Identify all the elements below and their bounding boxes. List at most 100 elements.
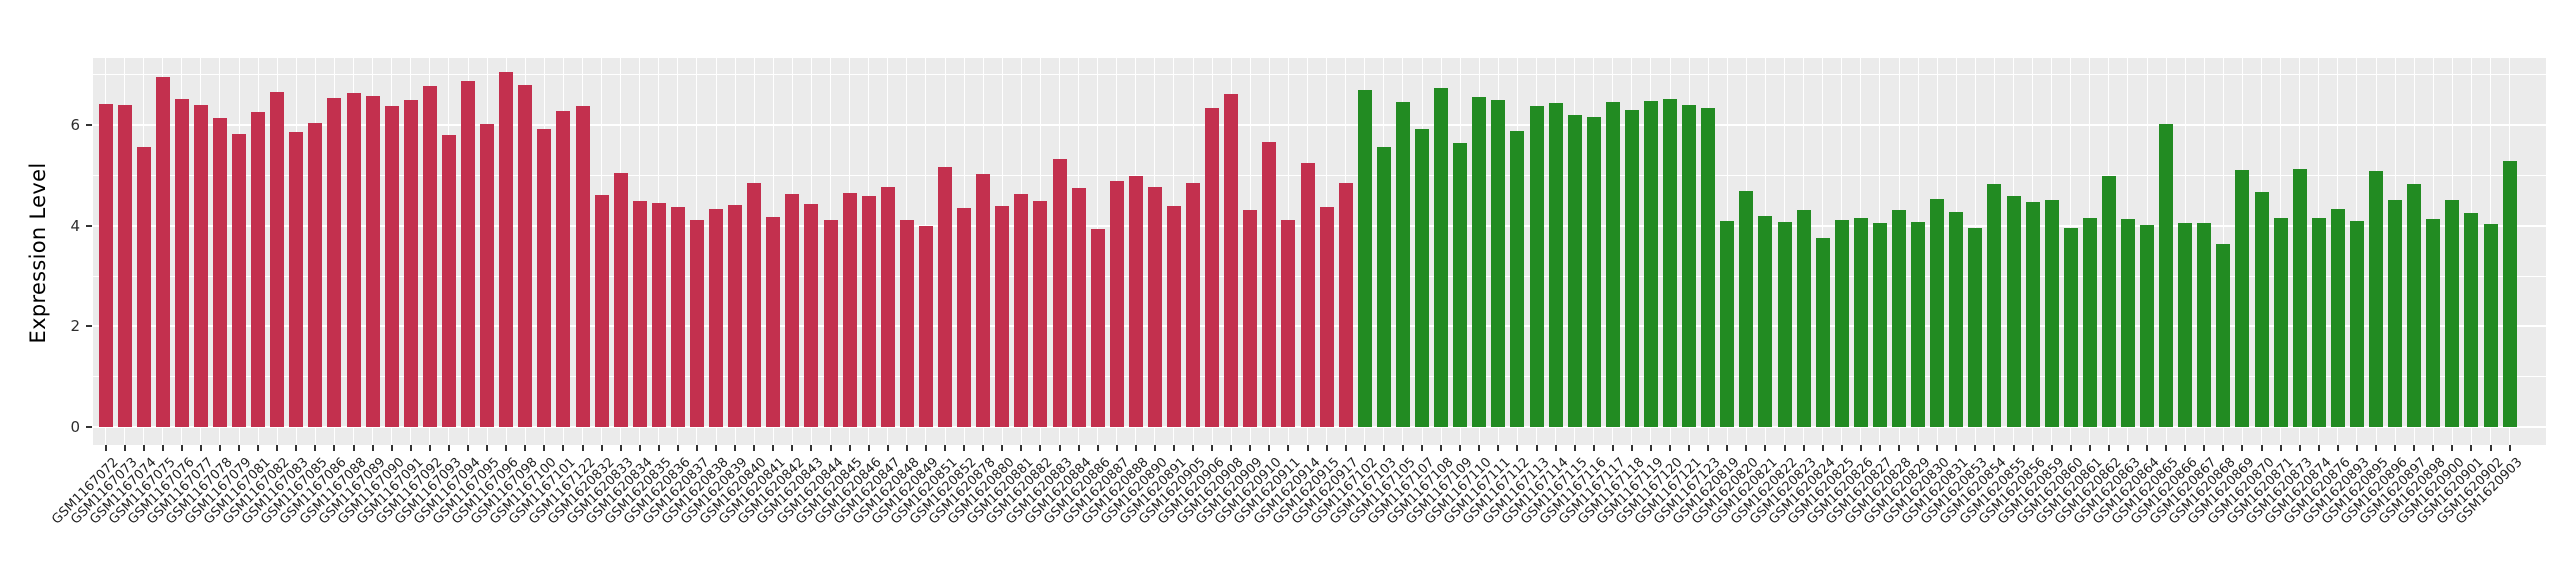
x-tick-mark — [2451, 445, 2454, 451]
x-tick-mark — [1192, 445, 1195, 451]
x-tick-mark — [2222, 445, 2225, 451]
bar-GSM1620855 — [2006, 196, 2021, 427]
bar-GSM1620834 — [632, 200, 647, 427]
x-tick-mark — [505, 445, 508, 451]
x-tick-mark — [2031, 445, 2034, 451]
x-tick-mark — [524, 445, 527, 451]
bar-GSM1620908 — [1224, 94, 1239, 427]
bar-GSM1620865 — [2159, 124, 2174, 427]
bar-GSM1620866 — [2178, 222, 2193, 427]
bar-GSM1620835 — [651, 202, 666, 427]
x-tick-mark — [600, 445, 603, 451]
bar-GSM1620854 — [1987, 184, 2002, 427]
x-tick-mark — [1230, 445, 1233, 451]
x-tick-mark — [1516, 445, 1519, 451]
bar-GSM1167081 — [251, 112, 266, 427]
x-tick-mark — [2260, 445, 2263, 451]
x-tick-mark — [2413, 445, 2416, 451]
x-tick-mark — [1878, 445, 1881, 451]
bar-GSM1620868 — [2216, 243, 2231, 427]
x-tick-mark — [562, 445, 565, 451]
bar-GSM1167112 — [1510, 131, 1525, 427]
x-tick-mark — [715, 445, 718, 451]
bar-GSM1620898 — [2426, 218, 2441, 427]
bar-GSM1167100 — [537, 128, 552, 427]
bar-GSM1167082 — [270, 91, 285, 427]
y-tick-mark — [86, 325, 92, 328]
x-tick-mark — [2146, 445, 2149, 451]
bar-GSM1620880 — [995, 205, 1010, 427]
bar-GSM1620848 — [899, 219, 914, 427]
x-tick-mark — [1020, 445, 1023, 451]
x-tick-mark — [1955, 445, 1958, 451]
x-tick-mark — [1344, 445, 1347, 451]
bar-GSM1620823 — [1796, 210, 1811, 427]
bar-GSM1620864 — [2140, 225, 2155, 427]
x-tick-mark — [2184, 445, 2187, 451]
bar-GSM1620914 — [1300, 163, 1315, 427]
bar-GSM1167101 — [556, 110, 571, 427]
x-tick-mark — [352, 445, 355, 451]
x-tick-mark — [2508, 445, 2511, 451]
x-tick-mark — [676, 445, 679, 451]
bar-GSM1620902 — [2483, 223, 2498, 427]
x-tick-mark — [657, 445, 660, 451]
x-tick-mark — [1306, 445, 1309, 451]
x-tick-mark — [333, 445, 336, 451]
x-tick-mark — [581, 445, 584, 451]
y-tick-label: 6 — [70, 116, 80, 135]
y-tick-label: 2 — [70, 317, 80, 336]
x-tick-mark — [829, 445, 832, 451]
x-tick-mark — [734, 445, 737, 451]
bar-GSM1620897 — [2407, 183, 2422, 427]
bar-GSM1620843 — [804, 203, 819, 427]
x-tick-mark — [1497, 445, 1500, 451]
y-tick-mark — [86, 124, 92, 127]
bar-GSM1167072 — [98, 104, 113, 427]
bar-GSM1620851 — [938, 166, 953, 427]
bar-GSM1167089 — [365, 95, 380, 427]
x-tick-mark — [447, 445, 450, 451]
x-tick-mark — [2298, 445, 2301, 451]
bar-GSM1167076 — [174, 98, 189, 427]
x-tick-mark — [1535, 445, 1538, 451]
x-tick-mark — [314, 445, 317, 451]
bar-GSM1620906 — [1205, 107, 1220, 427]
x-tick-mark — [1707, 445, 1710, 451]
x-tick-mark — [886, 445, 889, 451]
x-tick-mark — [1478, 445, 1481, 451]
bar-GSM1620839 — [728, 205, 743, 427]
bar-GSM1167096 — [499, 71, 514, 427]
bar-GSM1167074 — [136, 146, 151, 427]
bar-GSM1167095 — [480, 124, 495, 427]
x-tick-mark — [467, 445, 470, 451]
x-tick-mark — [276, 445, 279, 451]
bar-GSM1620903 — [2502, 161, 2517, 427]
x-tick-mark — [1134, 445, 1137, 451]
bar-GSM1167122 — [575, 106, 590, 427]
bar-GSM1620825 — [1834, 220, 1849, 427]
bar-GSM1620832 — [594, 195, 609, 427]
x-tick-mark — [123, 445, 126, 451]
bar-GSM1620836 — [670, 206, 685, 427]
bar-GSM1620869 — [2235, 170, 2250, 427]
x-tick-mark — [1630, 445, 1633, 451]
y-tick-mark — [86, 426, 92, 428]
bar-GSM1167079 — [232, 134, 247, 427]
x-tick-mark — [1401, 445, 1404, 451]
bar-GSM1167118 — [1624, 109, 1639, 427]
bar-GSM1620849 — [918, 226, 933, 427]
bar-GSM1620888 — [1128, 176, 1143, 427]
y-tick-label: 4 — [70, 216, 80, 235]
y-tick-mark — [86, 224, 92, 227]
x-tick-mark — [1783, 445, 1786, 451]
bar-GSM1620871 — [2273, 217, 2288, 427]
x-tick-mark — [371, 445, 374, 451]
bar-GSM1620905 — [1186, 183, 1201, 427]
x-tick-mark — [1554, 445, 1557, 451]
gridline-major — [93, 426, 2546, 428]
x-tick-mark — [1039, 445, 1042, 451]
x-tick-mark — [638, 445, 641, 451]
bar-GSM1620833 — [613, 172, 628, 427]
x-tick-mark — [2489, 445, 2492, 451]
